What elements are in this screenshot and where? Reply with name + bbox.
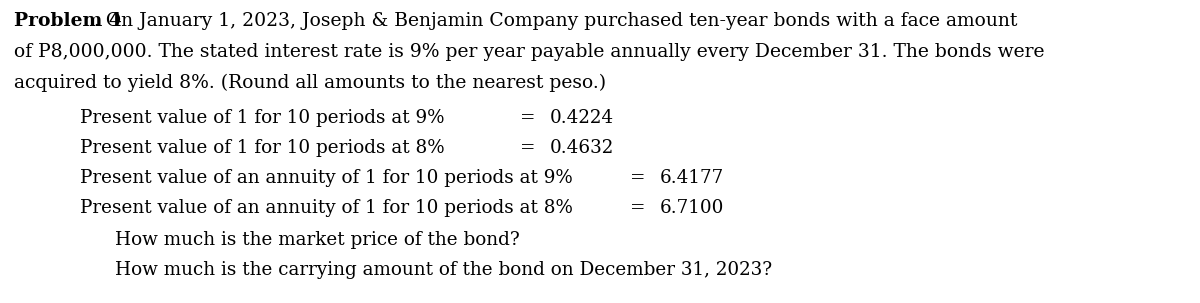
Text: =: = [630, 199, 646, 217]
Text: 6.7100: 6.7100 [660, 199, 725, 217]
Text: acquired to yield 8%. (Round all amounts to the nearest peso.): acquired to yield 8%. (Round all amounts… [14, 74, 606, 92]
Text: 0.4224: 0.4224 [550, 109, 614, 127]
Text: =: = [630, 169, 646, 187]
Text: =: = [521, 109, 535, 127]
Text: . On January 1, 2023, Joseph & Benjamin Company purchased ten-year bonds with a : . On January 1, 2023, Joseph & Benjamin … [94, 12, 1018, 30]
Text: Present value of 1 for 10 periods at 8%: Present value of 1 for 10 periods at 8% [80, 139, 445, 157]
Text: Present value of 1 for 10 periods at 9%: Present value of 1 for 10 periods at 9% [80, 109, 444, 127]
Text: Problem 4: Problem 4 [14, 12, 121, 30]
Text: How much is the market price of the bond?: How much is the market price of the bond… [115, 231, 520, 249]
Text: How much is the carrying amount of the bond on December 31, 2023?: How much is the carrying amount of the b… [115, 261, 772, 279]
Text: of P8,000,000. The stated interest rate is 9% per year payable annually every De: of P8,000,000. The stated interest rate … [14, 43, 1044, 61]
Text: 0.4632: 0.4632 [550, 139, 614, 157]
Text: =: = [521, 139, 535, 157]
Text: Present value of an annuity of 1 for 10 periods at 9%: Present value of an annuity of 1 for 10 … [80, 169, 572, 187]
Text: Present value of an annuity of 1 for 10 periods at 8%: Present value of an annuity of 1 for 10 … [80, 199, 572, 217]
Text: 6.4177: 6.4177 [660, 169, 725, 187]
